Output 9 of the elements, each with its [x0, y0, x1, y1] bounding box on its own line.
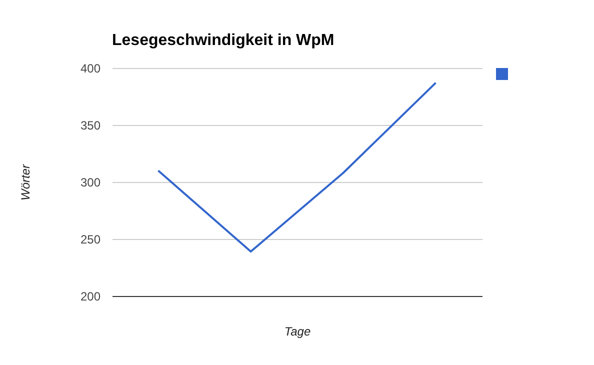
chart-title: Lesegeschwindigkeit in WpM: [112, 32, 334, 49]
y-tick-label: 300: [80, 176, 101, 190]
y-tick-label: 200: [80, 290, 101, 304]
y-tick-label: 350: [80, 118, 101, 132]
y-tick-label: 250: [80, 232, 101, 246]
y-tick-label: 400: [80, 62, 101, 76]
y-axis-title: Wörter: [18, 163, 32, 200]
line-series: [157, 82, 437, 253]
x-axis-title: Tage: [284, 324, 311, 338]
